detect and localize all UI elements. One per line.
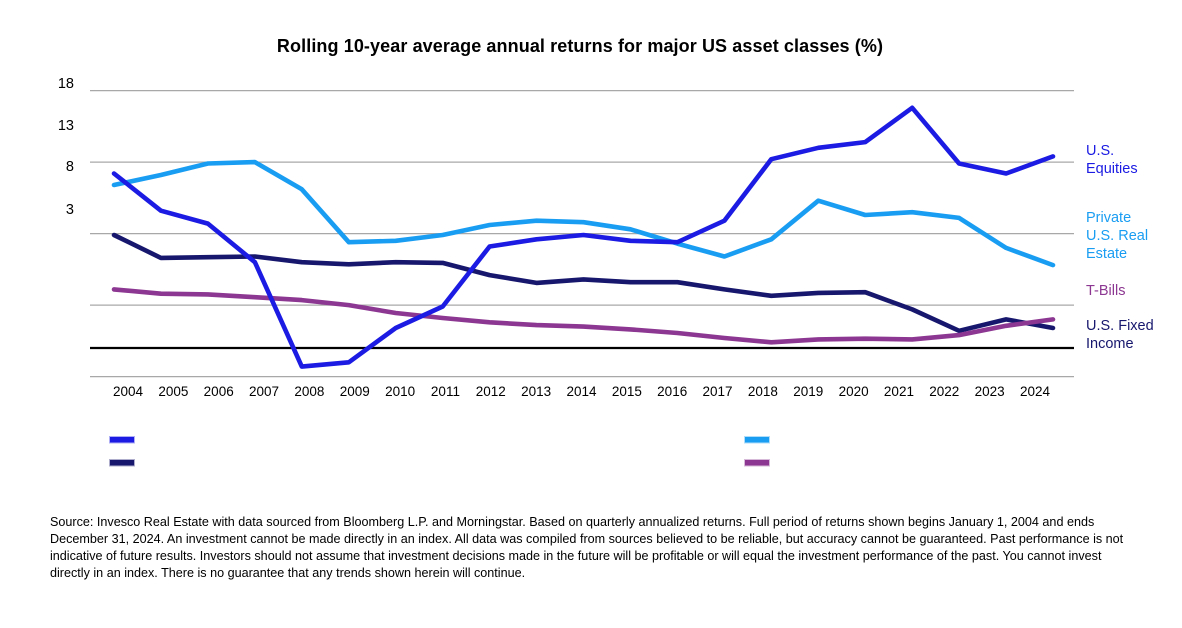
series-label-private-us-real-estate: U.S. Real <box>1086 228 1148 244</box>
x-axis-label: 2012 <box>476 384 506 399</box>
y-axis-label: 13 <box>58 118 74 134</box>
x-axis-label: 2007 <box>249 384 279 399</box>
x-axis-label: 2013 <box>521 384 551 399</box>
x-axis-label: 2009 <box>340 384 370 399</box>
x-axis-label: 2017 <box>703 384 733 399</box>
series-label-t-bills: T-Bills <box>1086 283 1125 299</box>
series-label-us-fixed-income: U.S. Fixed <box>1086 318 1154 334</box>
series-label-private-us-real-estate: Estate <box>1086 246 1127 262</box>
y-axis-label: 3 <box>66 202 74 218</box>
x-axis-label: 2023 <box>975 384 1005 399</box>
series-label-us-equities: Equities <box>1086 161 1138 177</box>
y-axis-label: 8 <box>66 159 74 175</box>
series-line-us-fixed-income <box>111 232 1056 334</box>
series-line-t-bills <box>111 287 1056 345</box>
y-axis-label: 18 <box>58 76 74 92</box>
legend-swatch-private-us-real-estate <box>744 436 770 444</box>
series-line-private-us-real-estate <box>111 159 1056 268</box>
x-axis-label: 2011 <box>431 384 460 399</box>
series-label-us-fixed-income: Income <box>1086 336 1134 352</box>
x-axis-label: 2010 <box>385 384 415 399</box>
legend-swatch-us-fixed-income <box>109 459 135 467</box>
x-axis-label: 2004 <box>113 384 144 399</box>
series-label-us-equities: U.S. <box>1086 143 1114 159</box>
source-disclaimer-text: Source: Invesco Real Estate with data so… <box>50 515 1124 580</box>
chart-title: Rolling 10-year average annual returns f… <box>276 36 884 56</box>
x-axis-label: 2022 <box>929 384 959 399</box>
x-axis-label: 2005 <box>158 384 188 399</box>
x-axis-label: 2008 <box>294 384 324 399</box>
x-axis-label: 2020 <box>839 384 869 399</box>
legend-swatch-us-equities <box>109 436 135 444</box>
x-axis-label: 2019 <box>793 384 823 399</box>
x-axis-label: 2015 <box>612 384 642 399</box>
x-axis-label: 2021 <box>884 384 914 399</box>
x-axis-label: 2016 <box>657 384 687 399</box>
series-label-private-us-real-estate: Private <box>1086 210 1131 226</box>
x-axis-label: 2024 <box>1020 384 1051 399</box>
legend-swatch-t-bills <box>744 459 770 467</box>
x-axis-label: 2018 <box>748 384 778 399</box>
series-line-us-equities <box>111 105 1056 369</box>
plot-area: 18 13 8 3 2004 2005 2006 2007 2008 2009 2010 2011 20… <box>58 76 1154 467</box>
x-axis-label: 2006 <box>204 384 234 399</box>
x-axis-label: 2014 <box>566 384 597 399</box>
